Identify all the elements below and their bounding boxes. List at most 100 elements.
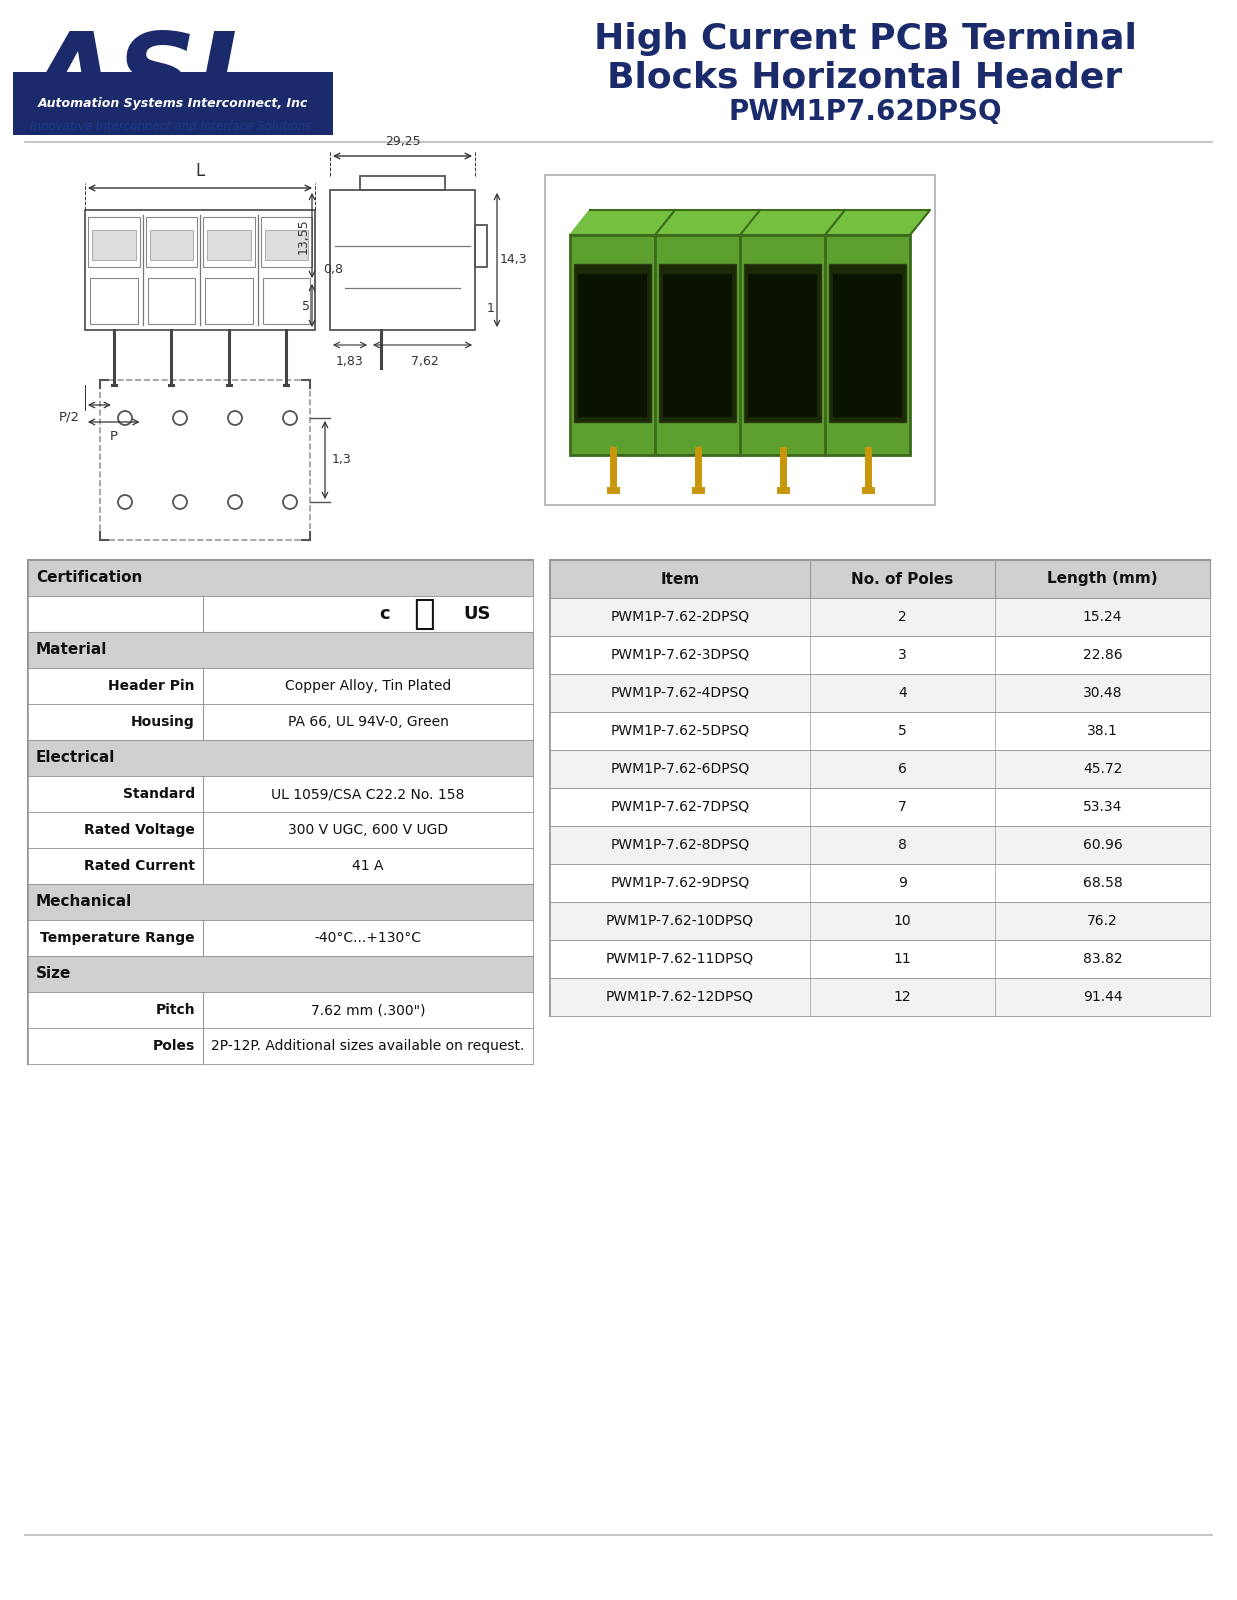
- Bar: [550, 635, 1210, 674]
- Text: Copper Alloy, Tin Plated: Copper Alloy, Tin Plated: [285, 678, 452, 693]
- Bar: [28, 992, 533, 1029]
- Bar: [261, 216, 312, 267]
- Text: PA 66, UL 94V-0, Green: PA 66, UL 94V-0, Green: [287, 715, 449, 730]
- Text: 1,83: 1,83: [336, 355, 364, 368]
- Text: 2: 2: [898, 610, 907, 624]
- Text: US: US: [463, 605, 491, 622]
- Bar: [550, 978, 1210, 1016]
- Text: Standard: Standard: [122, 787, 195, 802]
- Bar: [28, 595, 533, 632]
- Text: 0,8: 0,8: [323, 264, 343, 277]
- Bar: [550, 826, 1210, 864]
- Text: Header Pin: Header Pin: [109, 678, 195, 693]
- Text: Mechanical: Mechanical: [36, 894, 132, 909]
- Polygon shape: [570, 210, 930, 235]
- Bar: [829, 264, 905, 422]
- Bar: [85, 210, 315, 330]
- Text: Innovative Interconnect and Interface Solutions: Innovative Interconnect and Interface So…: [30, 120, 312, 133]
- Text: 83.82: 83.82: [1082, 952, 1122, 966]
- Text: Material: Material: [36, 643, 108, 658]
- Text: 22.86: 22.86: [1082, 648, 1122, 662]
- Text: Item: Item: [661, 571, 700, 587]
- Text: 68.58: 68.58: [1082, 877, 1122, 890]
- Text: 7,62: 7,62: [411, 355, 439, 368]
- Bar: [28, 739, 533, 776]
- Bar: [743, 264, 821, 422]
- Text: PWM1P-7.62-2DPSQ: PWM1P-7.62-2DPSQ: [610, 610, 750, 624]
- Text: Electrical: Electrical: [36, 750, 115, 765]
- Text: Blocks Horizontal Header: Blocks Horizontal Header: [607, 59, 1123, 94]
- Text: PWM1P-7.62-10DPSQ: PWM1P-7.62-10DPSQ: [606, 914, 755, 928]
- Text: Housing: Housing: [131, 715, 195, 730]
- Text: 91.44: 91.44: [1082, 990, 1122, 1005]
- Text: PWM1P-7.62-8DPSQ: PWM1P-7.62-8DPSQ: [610, 838, 750, 851]
- Text: Pitch: Pitch: [156, 1003, 195, 1018]
- Bar: [28, 560, 533, 1064]
- Bar: [550, 939, 1210, 978]
- Text: P: P: [110, 430, 118, 443]
- Text: Automation Systems Interconnect, Inc: Automation Systems Interconnect, Inc: [38, 96, 308, 109]
- Text: PWM1P-7.62-3DPSQ: PWM1P-7.62-3DPSQ: [610, 648, 750, 662]
- Text: 2P-12P. Additional sizes available on request.: 2P-12P. Additional sizes available on re…: [212, 1038, 524, 1053]
- Bar: [748, 274, 816, 418]
- Text: 10: 10: [893, 914, 912, 928]
- Bar: [550, 902, 1210, 939]
- Bar: [146, 216, 197, 267]
- Bar: [265, 230, 308, 261]
- Text: 3: 3: [898, 648, 907, 662]
- Bar: [550, 787, 1210, 826]
- Bar: [28, 669, 533, 704]
- Text: Poles: Poles: [152, 1038, 195, 1053]
- Bar: [100, 379, 310, 541]
- Bar: [28, 813, 533, 848]
- Text: 13,55: 13,55: [297, 218, 310, 254]
- Bar: [28, 883, 533, 920]
- Bar: [205, 278, 252, 323]
- Text: Rated Voltage: Rated Voltage: [84, 822, 195, 837]
- Text: PWM1P-7.62-9DPSQ: PWM1P-7.62-9DPSQ: [610, 877, 750, 890]
- Text: Certification: Certification: [36, 571, 142, 586]
- Text: PWM1P-7.62-4DPSQ: PWM1P-7.62-4DPSQ: [610, 686, 750, 701]
- Text: 5: 5: [302, 299, 310, 312]
- Bar: [833, 274, 902, 418]
- Bar: [207, 230, 251, 261]
- Text: High Current PCB Terminal: High Current PCB Terminal: [594, 22, 1137, 56]
- Bar: [150, 230, 193, 261]
- Polygon shape: [570, 210, 930, 235]
- Bar: [360, 176, 445, 190]
- Bar: [659, 264, 736, 422]
- Bar: [28, 776, 533, 813]
- Bar: [28, 848, 533, 883]
- Bar: [330, 190, 475, 330]
- Text: 12: 12: [893, 990, 912, 1005]
- Bar: [570, 235, 910, 454]
- Text: 30.48: 30.48: [1082, 686, 1122, 701]
- Text: 1,3: 1,3: [332, 453, 351, 467]
- Bar: [147, 278, 195, 323]
- Text: 53.34: 53.34: [1082, 800, 1122, 814]
- Bar: [550, 750, 1210, 787]
- Text: PWM1P-7.62-12DPSQ: PWM1P-7.62-12DPSQ: [606, 990, 755, 1005]
- Bar: [28, 560, 533, 595]
- Bar: [546, 174, 935, 506]
- Text: ASI: ASI: [30, 27, 238, 134]
- Text: 14,3: 14,3: [500, 253, 528, 267]
- Text: 8: 8: [898, 838, 907, 851]
- Bar: [475, 226, 487, 267]
- Text: 45.72: 45.72: [1082, 762, 1122, 776]
- Text: No. of Poles: No. of Poles: [851, 571, 954, 587]
- Text: c: c: [380, 605, 390, 622]
- Text: Length (mm): Length (mm): [1048, 571, 1158, 587]
- Text: PWM1P-7.62-7DPSQ: PWM1P-7.62-7DPSQ: [610, 800, 750, 814]
- Text: 7.62 mm (.300"): 7.62 mm (.300"): [310, 1003, 426, 1018]
- Text: 41 A: 41 A: [353, 859, 383, 874]
- Text: 300 V UGC, 600 V UGD: 300 V UGC, 600 V UGD: [288, 822, 448, 837]
- Bar: [578, 274, 647, 418]
- Text: 1: 1: [487, 302, 495, 315]
- Bar: [550, 560, 1210, 598]
- Text: 76.2: 76.2: [1087, 914, 1118, 928]
- Text: 15.24: 15.24: [1082, 610, 1122, 624]
- Bar: [28, 704, 533, 739]
- Bar: [550, 864, 1210, 902]
- Text: Rated Current: Rated Current: [84, 859, 195, 874]
